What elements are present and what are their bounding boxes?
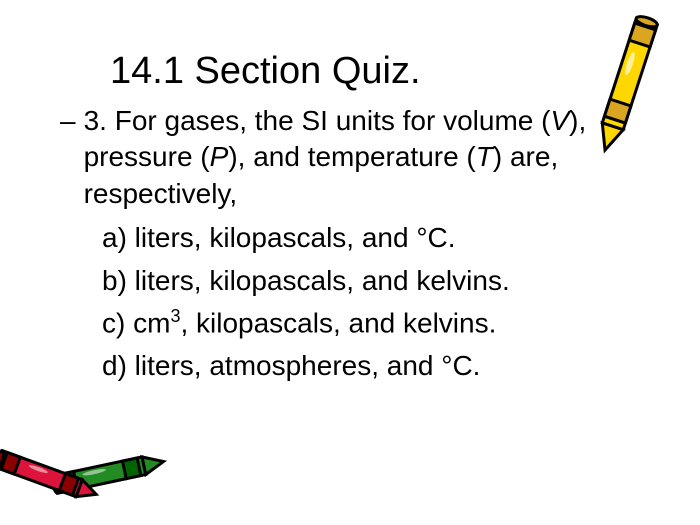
option-d: d) liters, atmospheres, and °C. [102, 348, 640, 384]
question-row: – 3. For gases, the SI units for volume … [60, 103, 640, 212]
slide-content: 14.1 Section Quiz. – 3. For gases, the S… [0, 0, 700, 430]
option-a: a) liters, kilopascals, and °C. [102, 220, 640, 256]
option-c: c) cm3, kilopascals, and kelvins. [102, 305, 640, 342]
var-p: P [210, 141, 229, 172]
option-b: b) liters, kilopascals, and kelvins. [102, 263, 640, 299]
question-text: 3. For gases, the SI units for volume (V… [84, 103, 640, 212]
q-mid2: ), and temperature ( [228, 141, 475, 172]
question-number: 3. [84, 105, 107, 136]
option-c-suffix: , kilopascals, and kelvins. [180, 307, 496, 338]
var-t: T [476, 141, 493, 172]
slide-title: 14.1 Section Quiz. [110, 50, 640, 93]
options-list: a) liters, kilopascals, and °C. b) liter… [102, 220, 640, 384]
option-c-sup: 3 [170, 306, 180, 326]
bullet-dash: – [60, 105, 76, 137]
crayon-red-icon [0, 445, 110, 520]
option-c-prefix: c) cm [102, 307, 170, 338]
var-v: V [550, 105, 569, 136]
q-prefix: For gases, the SI units for volume ( [107, 105, 551, 136]
